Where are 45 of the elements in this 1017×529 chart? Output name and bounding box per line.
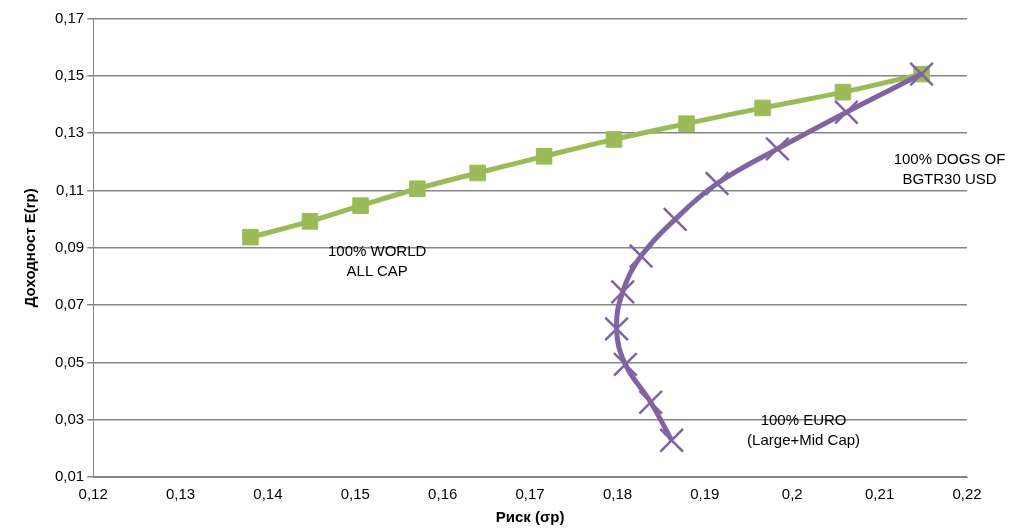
x-tick-label: 0,16	[428, 485, 458, 503]
point	[242, 228, 259, 246]
point	[662, 206, 688, 232]
y-tick-label: 0,07	[54, 295, 85, 313]
y-tick-label: 0,01	[54, 467, 85, 485]
y-tick-label: 0,09	[54, 237, 85, 255]
x-tick-label: 0,15	[340, 485, 370, 503]
x-tick-label: 0,2	[781, 485, 803, 503]
point	[678, 115, 695, 132]
point	[612, 351, 638, 377]
x-tick-label: 0,13	[165, 485, 196, 503]
x-tick-label: 0,22	[952, 485, 982, 503]
point	[704, 171, 730, 197]
point	[605, 131, 623, 148]
annotation: 100% EURO (Large+Mid Cap)	[747, 411, 861, 449]
point	[833, 99, 859, 125]
point	[754, 99, 771, 117]
point	[469, 164, 486, 182]
x-axis-title: Риск (σp)	[495, 508, 565, 526]
point	[610, 279, 636, 305]
annotation: 100% WORLD ALL CAP	[327, 241, 427, 279]
x-tick-label: 0,21	[865, 485, 895, 503]
point	[764, 136, 790, 162]
point	[834, 83, 852, 101]
y-tick-label: 0,03	[54, 409, 85, 427]
y-tick-label: 0,11	[56, 180, 85, 198]
y-tick-label: 0,15	[54, 65, 85, 83]
point	[628, 243, 654, 269]
point	[638, 389, 664, 415]
point	[301, 213, 319, 230]
y-tick-label: 0,13	[54, 123, 85, 141]
point	[352, 197, 369, 214]
x-tick-label: 0,14	[253, 485, 283, 503]
y-tick-label: 0,17	[54, 8, 85, 26]
y-axis-title: Доходност E(rp)	[21, 188, 39, 308]
point	[604, 316, 630, 342]
y-tick-label: 0,05	[54, 352, 85, 370]
point	[409, 180, 426, 197]
annotation: 100% DOGS OF BGTR30 USD	[893, 149, 1006, 187]
point	[659, 427, 685, 453]
x-tick-label: 0,17	[515, 485, 545, 503]
point	[535, 148, 553, 165]
x-tick-label: 0,18	[602, 485, 633, 503]
x-tick-label: 0,12	[78, 485, 108, 503]
x-tick-label: 0,19	[690, 485, 720, 503]
